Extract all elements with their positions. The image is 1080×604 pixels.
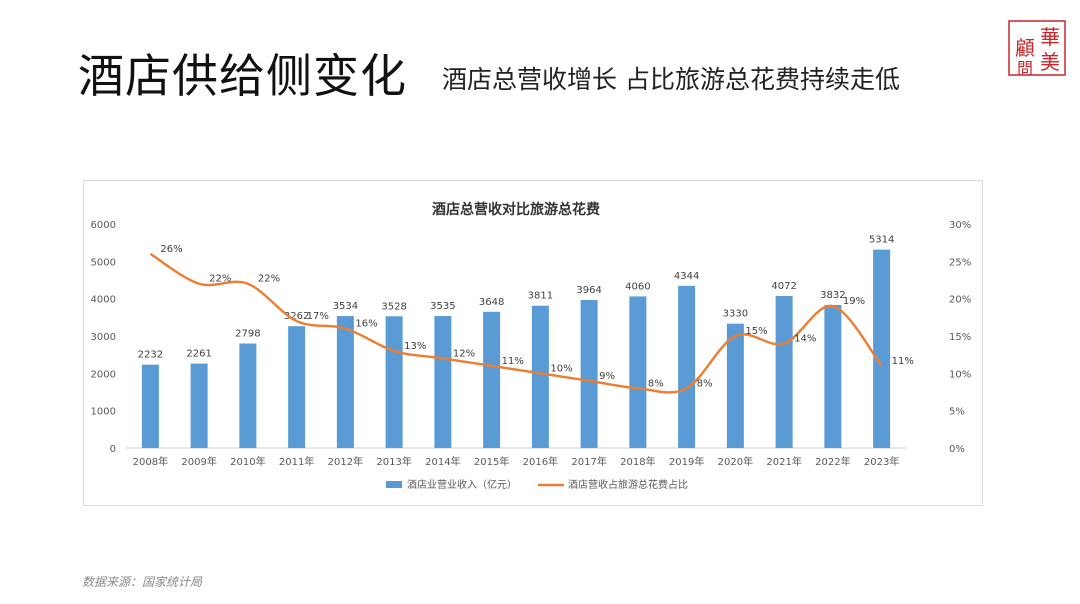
bar-value-label: 3535 (430, 301, 455, 312)
line-value-label: 15% (745, 326, 767, 337)
bar (678, 285, 696, 448)
line-value-label: 16% (355, 319, 377, 330)
bar-value-label: 3534 (333, 301, 358, 312)
line-value-label: 17% (307, 311, 329, 322)
x-tick-label: 2009年 (181, 455, 216, 468)
bar (873, 249, 891, 448)
chart-svg: 酒店总营收对比旅游总花费 0 1000 2000 3000 4000 5000 6000 0% 5… (91, 201, 972, 491)
bar-value-label: 4344 (674, 271, 699, 282)
x-tick-label: 2014年 (425, 455, 460, 468)
bar-value-label: 3964 (576, 285, 601, 296)
bar-value-label: 2798 (235, 329, 260, 340)
logo-char-3: 顧 (1015, 36, 1035, 60)
y-right-tick-label: 5% (949, 407, 965, 418)
x-tick-label: 2017年 (571, 455, 606, 468)
y-right-tick-label: 10% (949, 369, 971, 380)
logo-seal: 華 美 顧 問 (1008, 20, 1066, 78)
line-value-label: 14% (794, 333, 816, 344)
legend-bar-swatch (386, 481, 402, 488)
bar-value-label: 4072 (771, 281, 796, 292)
chart-container: 酒店总营收对比旅游总花费 0 1000 2000 3000 4000 5000 6000 0% 5… (83, 180, 983, 506)
x-tick-label: 2016年 (523, 455, 558, 468)
bar-value-label: 3330 (723, 309, 748, 320)
x-tick-label: 2021年 (766, 455, 801, 468)
bar (483, 311, 501, 448)
bar (141, 364, 159, 448)
y-right-tick-label: 30% (949, 220, 971, 231)
legend-line-label: 酒店营收占旅游总花费占比 (568, 478, 688, 491)
bar-value-label: 2261 (186, 349, 211, 360)
line-value-label: 22% (209, 274, 231, 285)
x-tick-label: 2011年 (279, 455, 314, 468)
y-left-tick-label: 1000 (91, 407, 116, 418)
bar-value-label: 5314 (869, 235, 894, 246)
x-tick-label: 2019年 (669, 455, 704, 468)
legend-bar-label: 酒店业营业收入（亿元） (407, 478, 517, 491)
y-left-tick-label: 2000 (91, 369, 116, 380)
logo: 華 美 顧 問 (1008, 20, 1066, 78)
line-value-label: 13% (404, 341, 426, 352)
bar-value-label: 4060 (625, 281, 650, 292)
y-left-tick-label: 5000 (91, 257, 116, 268)
x-tick-label: 2022年 (815, 455, 850, 468)
bar-value-label: 3262 (284, 311, 309, 322)
y-left-tick-label: 0 (110, 444, 116, 455)
line-value-label: 8% (697, 378, 713, 389)
line-value-label: 9% (599, 371, 615, 382)
y-right-tick-label: 25% (949, 257, 971, 268)
line-value-label: 10% (550, 363, 572, 374)
y-right-tick-label: 20% (949, 295, 971, 306)
logo-char-2: 美 (1040, 50, 1060, 74)
line-value-label: 11% (502, 356, 524, 367)
line-value-label: 22% (258, 274, 280, 285)
bar (580, 300, 598, 448)
bar (824, 304, 842, 448)
page-subtitle: 酒店总营收增长 占比旅游总花费持续走低 (442, 65, 900, 94)
x-tick-label: 2008年 (133, 455, 168, 468)
y-left-tick-label: 4000 (91, 295, 116, 306)
bar (190, 363, 208, 448)
x-tick-label: 2015年 (474, 455, 509, 468)
bar (434, 316, 452, 448)
bar-value-label: 3811 (528, 291, 553, 302)
line-value-label: 12% (453, 348, 475, 359)
bar-value-label: 3648 (479, 297, 504, 308)
x-tick-label: 2018年 (620, 455, 655, 468)
y-left-tick-label: 3000 (91, 332, 116, 343)
chart-title: 酒店总营收对比旅游总花费 (432, 201, 600, 218)
bar (629, 296, 647, 448)
bar-value-label: 3832 (820, 290, 845, 301)
bar-value-label: 2232 (138, 350, 163, 361)
x-tick-label: 2012年 (328, 455, 363, 468)
logo-frame (1008, 20, 1066, 76)
line-value-label: 11% (892, 356, 914, 367)
bar (775, 295, 793, 448)
data-source: 数据来源：国家统计局 (82, 575, 203, 589)
bar (726, 323, 744, 448)
logo-char-4: 問 (1017, 59, 1033, 76)
bar (531, 305, 549, 448)
share-line (149, 252, 883, 394)
x-tick-label: 2013年 (376, 455, 411, 468)
bar (385, 316, 403, 448)
line-value-label: 8% (648, 378, 664, 389)
bar-value-label: 3528 (381, 301, 406, 312)
bar (336, 316, 354, 448)
line-value-label: 19% (843, 296, 865, 307)
y-left-tick-label: 6000 (91, 220, 116, 231)
bar (288, 326, 306, 448)
bar (239, 343, 257, 448)
line-value-label: 26% (160, 244, 182, 255)
x-tick-label: 2023年 (864, 455, 899, 468)
y-right-tick-label: 0% (949, 444, 965, 455)
page-title: 酒店供给侧变化 (78, 49, 407, 103)
y-right-tick-label: 15% (949, 332, 971, 343)
x-tick-label: 2020年 (718, 455, 753, 468)
x-tick-label: 2010年 (230, 455, 265, 468)
logo-char-1: 華 (1040, 25, 1060, 49)
